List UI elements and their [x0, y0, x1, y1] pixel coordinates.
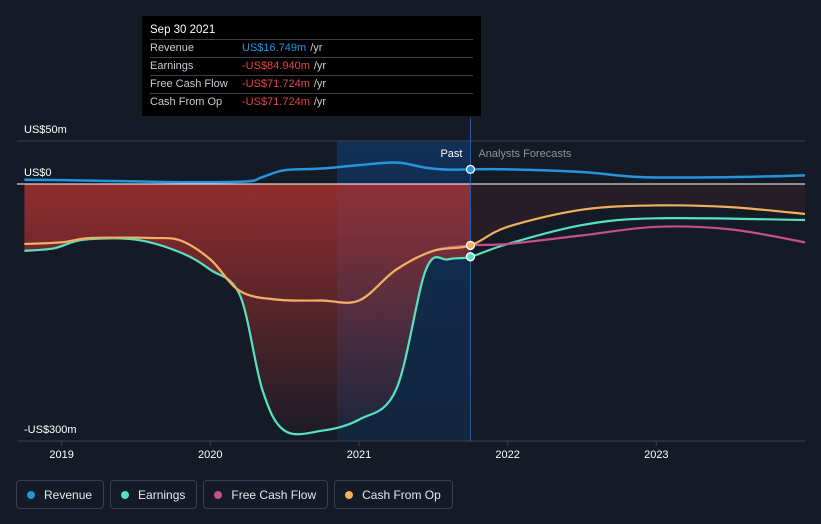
y-axis-label-bottom: -US$300m — [24, 424, 77, 436]
tooltip-value: -US$71.724m — [242, 78, 310, 90]
legend: Revenue Earnings Free Cash Flow Cash Fro… — [16, 480, 453, 509]
x-tick-label: 2019 — [49, 449, 73, 461]
legend-label: Earnings — [138, 487, 186, 502]
tooltip-label: Revenue — [150, 42, 195, 54]
x-tick-label: 2022 — [495, 449, 519, 461]
marker-cash-from-op — [465, 240, 476, 251]
past-label: Past — [440, 148, 462, 160]
tooltip-label: Free Cash Flow — [150, 78, 228, 90]
series-layer — [24, 161, 806, 436]
legend-dot-icon — [345, 490, 354, 499]
series-line-revenue — [24, 161, 806, 184]
tooltip-unit: /yr — [313, 96, 327, 108]
x-tick-label: 2023 — [644, 449, 668, 461]
marker-earnings — [465, 252, 476, 262]
tooltip-value: US$16.749m — [242, 42, 307, 54]
tooltip-label: Cash From Op — [150, 96, 223, 108]
tooltip-value: -US$71.724m — [242, 96, 310, 108]
x-tick-label: 2020 — [198, 449, 222, 461]
highlight-markers — [465, 164, 476, 262]
y-axis-label-zero: US$0 — [24, 167, 52, 179]
tooltip-unit: /yr — [313, 78, 327, 90]
tooltip-row-free-cash-flow: Free Cash Flow -US$71.724m /yr — [150, 75, 473, 93]
x-tick-label: 2021 — [347, 449, 371, 461]
legend-dot-icon — [27, 490, 35, 499]
tooltip-value: -US$84.940m — [242, 60, 310, 72]
legend-label: Revenue — [44, 487, 93, 502]
tooltip-row-earnings: Earnings -US$84.940m /yr — [150, 57, 473, 75]
legend-item-revenue[interactable]: Revenue — [16, 480, 105, 509]
tooltip-date: Sep 30 2021 — [150, 24, 216, 36]
legend-item-earnings[interactable]: Earnings — [110, 480, 198, 509]
tooltip-row-cash-from-op: Cash From Op -US$71.724m /yr — [150, 93, 473, 111]
earnings-loss-area — [24, 184, 471, 435]
legend-label: Free Cash Flow — [231, 487, 317, 502]
legend-item-cash-from-op[interactable]: Cash From Op — [334, 480, 453, 509]
data-tooltip: Sep 30 2021 Revenue US$16.749m /yr Earni… — [142, 16, 481, 116]
legend-item-free-cash-flow[interactable]: Free Cash Flow — [203, 480, 329, 509]
tooltip-unit: /yr — [313, 60, 327, 72]
tooltip-label: Earnings — [150, 60, 194, 72]
legend-dot-icon — [214, 490, 223, 499]
series-line-earnings — [24, 216, 806, 436]
series-line-cash-from-op — [24, 204, 806, 304]
tooltip-unit: /yr — [310, 42, 323, 54]
tooltip-row-revenue: Revenue US$16.749m /yr — [150, 39, 473, 57]
legend-dot-icon — [121, 490, 130, 499]
y-axis-label-top: US$50m — [24, 124, 67, 136]
analysts-forecasts-label: Analysts Forecasts — [478, 148, 571, 160]
x-axis-ticks: 2019 2020 2021 2022 2023 — [49, 441, 669, 461]
legend-label: Cash From Op — [362, 487, 441, 502]
marker-revenue — [465, 164, 476, 175]
forecast-loss-area — [470, 184, 805, 246]
